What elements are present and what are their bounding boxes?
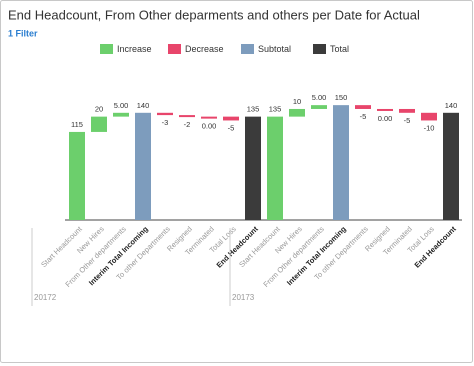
bar (399, 108, 415, 113)
legend-swatch (100, 44, 113, 54)
bar (69, 131, 85, 220)
value-label: 5.00 (312, 93, 327, 102)
bar (267, 116, 283, 220)
legend-swatch (313, 44, 326, 54)
value-label: -5 (404, 116, 411, 125)
value-label: -3 (162, 118, 169, 127)
group-label: 20173 (232, 293, 255, 302)
legend-label: Total (330, 44, 349, 54)
bar (179, 115, 195, 118)
legend-swatch (168, 44, 181, 54)
value-label: 0.00 (378, 114, 393, 123)
value-label: 0.00 (202, 122, 217, 131)
legend-label: Decrease (185, 44, 224, 54)
bar (443, 112, 459, 220)
bar (245, 116, 261, 220)
value-label: -5 (360, 112, 367, 121)
bar (201, 116, 217, 119)
value-label: 5.00 (114, 101, 129, 110)
filter-link[interactable]: 1 Filter (8, 28, 38, 38)
value-label: 115 (71, 120, 83, 129)
bar (113, 112, 129, 117)
bar (157, 112, 173, 116)
bar (333, 105, 349, 220)
value-label: 140 (137, 101, 150, 110)
chart-title: End Headcount, From Other deparments and… (8, 7, 420, 22)
group-label: 20172 (34, 293, 57, 302)
bar (311, 105, 327, 109)
value-label: 150 (335, 93, 348, 102)
legend-swatch (241, 44, 254, 54)
value-label: 135 (247, 105, 260, 114)
bar (377, 108, 393, 111)
bar (223, 116, 239, 121)
value-label: 10 (293, 97, 301, 106)
bar (135, 112, 151, 220)
legend-label: Subtotal (258, 44, 291, 54)
value-label: 140 (445, 101, 458, 110)
bar (91, 116, 107, 132)
legend-label: Increase (117, 44, 152, 54)
bar (289, 108, 305, 117)
value-label: 135 (269, 105, 282, 114)
value-label: -10 (424, 123, 435, 132)
bar (355, 105, 371, 109)
value-label: 20 (95, 105, 103, 114)
bar (421, 112, 437, 121)
value-label: -2 (184, 120, 191, 129)
value-label: -5 (228, 123, 235, 132)
